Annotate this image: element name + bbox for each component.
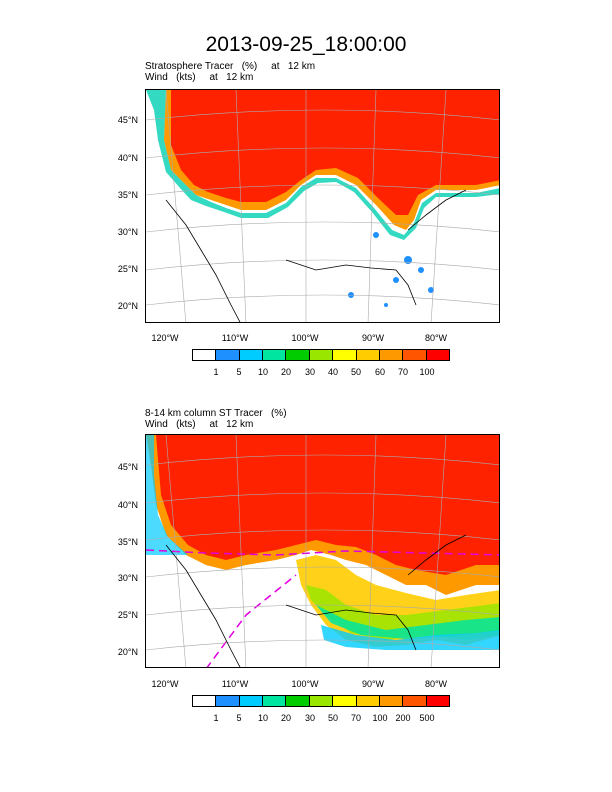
panel2-map — [145, 434, 500, 668]
colorbar-swatch — [356, 696, 380, 706]
panel2-colorbar-label: 200 — [395, 713, 411, 723]
colorbar-swatch — [426, 350, 449, 360]
colorbar-swatch — [216, 696, 240, 706]
panel1-colorbar-label: 1 — [213, 367, 219, 377]
panel2-lat-label: 45°N — [117, 462, 138, 472]
panel2-lon-label: 90°W — [361, 679, 385, 689]
colorbar-swatch — [403, 696, 427, 706]
panel2-lat-label: 35°N — [117, 537, 138, 547]
panel1-subtitle-tracer: Stratosphere Tracer (%) at 12 km — [145, 61, 316, 72]
panel2-colorbar-label: 5 — [236, 713, 242, 723]
panel2-lat-label: 40°N — [117, 500, 138, 510]
panel2-subtitle-tracer: 8-14 km column ST Tracer (%) — [145, 408, 287, 419]
panel1-map — [145, 89, 500, 323]
panel2-colorbar-label: 500 — [419, 713, 435, 723]
colorbar-swatch — [193, 696, 217, 706]
panel2-lon-label: 100°W — [291, 679, 319, 689]
panel1-lat-label: 45°N — [117, 115, 138, 125]
panel1-lon-label: 100°W — [291, 333, 319, 343]
panel2-colorbar-label: 100 — [372, 713, 388, 723]
panel2-lat-label: 30°N — [117, 573, 138, 583]
panel1-lat-label: 40°N — [117, 153, 138, 163]
colorbar-swatch — [239, 696, 264, 706]
panel1-lat-label: 25°N — [117, 264, 138, 274]
colorbar-swatch — [403, 350, 427, 360]
colorbar-swatch — [379, 350, 404, 360]
colorbar-swatch — [333, 696, 357, 706]
panel2-subtitle-wind: Wind (kts) at 12 km — [145, 419, 254, 430]
panel1-lat-label: 30°N — [117, 227, 138, 237]
panel1-lon-label: 80°W — [424, 333, 448, 343]
panel1-subtitle-wind: Wind (kts) at 12 km — [145, 72, 254, 83]
colorbar-swatch — [309, 696, 334, 706]
panel2-colorbar — [192, 695, 450, 707]
panel2-lat-label: 25°N — [117, 610, 138, 620]
panel1-lon-label: 110°W — [221, 333, 249, 343]
panel2-lat-label: 20°N — [117, 647, 138, 657]
panel2-lon-label: 120°W — [151, 679, 179, 689]
colorbar-swatch — [263, 350, 287, 360]
colorbar-swatch — [379, 696, 404, 706]
panel1-lon-label: 120°W — [151, 333, 179, 343]
panel2-lon-label: 80°W — [424, 679, 448, 689]
panel2-colorbar-label: 1 — [213, 713, 219, 723]
panel1-lon-label: 90°W — [361, 333, 385, 343]
panel1-colorbar-label: 100 — [419, 367, 435, 377]
panel1-colorbar — [192, 349, 450, 361]
colorbar-swatch — [239, 350, 264, 360]
colorbar-swatch — [286, 696, 310, 706]
panel1-colorbar-label: 50 — [350, 367, 361, 377]
colorbar-swatch — [333, 350, 357, 360]
panel2-colorbar-label: 50 — [327, 713, 338, 723]
colorbar-swatch — [193, 350, 217, 360]
panel1-colorbar-label: 70 — [397, 367, 408, 377]
panel1-colorbar-label: 10 — [257, 367, 268, 377]
panel1-colorbar-label: 20 — [280, 367, 291, 377]
panel1-lat-label: 35°N — [117, 190, 138, 200]
colorbar-swatch — [216, 350, 240, 360]
colorbar-swatch — [426, 696, 449, 706]
panel1-colorbar-label: 30 — [304, 367, 315, 377]
colorbar-swatch — [356, 350, 380, 360]
plot-title: 2013-09-25_18:00:00 — [205, 33, 407, 56]
panel2-colorbar-label: 10 — [257, 713, 268, 723]
colorbar-swatch — [263, 696, 287, 706]
panel1-colorbar-label: 5 — [236, 367, 242, 377]
panel2-colorbar-label: 30 — [304, 713, 315, 723]
panel1-colorbar-label: 60 — [374, 367, 385, 377]
colorbar-swatch — [286, 350, 310, 360]
panel2-lon-label: 110°W — [221, 679, 249, 689]
panel2-colorbar-label: 70 — [350, 713, 361, 723]
panel2-colorbar-label: 20 — [280, 713, 291, 723]
colorbar-swatch — [309, 350, 334, 360]
panel1-colorbar-label: 40 — [327, 367, 338, 377]
panel1-lat-label: 20°N — [117, 301, 138, 311]
